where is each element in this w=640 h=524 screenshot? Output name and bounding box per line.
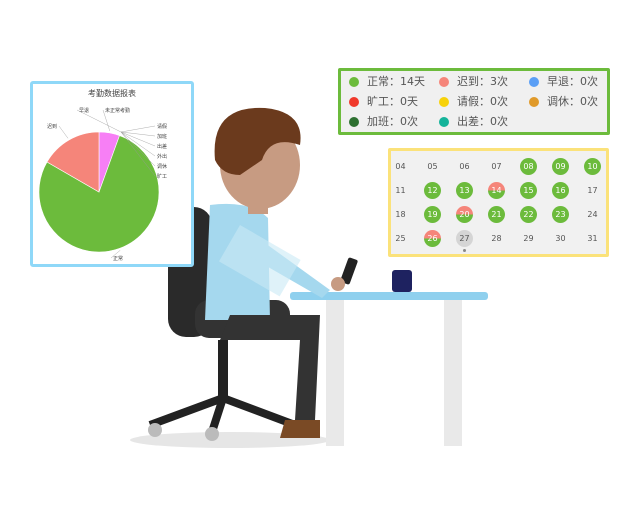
legend-label: 迟到：3次 [457,75,508,88]
calendar-day-30[interactable]: 30 [555,234,566,243]
legend-label: 正常：14天 [367,75,425,88]
legend-item: 正常：14天 [349,75,425,88]
calendar-day-17[interactable]: 17 [587,186,598,195]
attendance-calendar: 04 05 06 07 08 09 10 11 12 13 14 15 16 17 18 19 20 21 22 23… [388,148,609,257]
legend-label: 调休：0次 [547,95,598,108]
legend-dot-icon [529,76,539,87]
pie-label: 出差 [157,143,167,150]
today-marker-icon [463,249,466,252]
calendar-day-19[interactable]: 19 [424,206,441,223]
legend-dot-icon [349,96,359,107]
calendar-day-09[interactable]: 09 [552,158,569,175]
legend-item: 旷工：0天 [349,95,418,108]
pie-label: 加班 [157,133,167,140]
legend-item: 出差：0次 [439,115,508,128]
calendar-day-20[interactable]: 20 [456,206,473,223]
calendar-day-16[interactable]: 16 [552,182,569,199]
pie-label: 旷工 [157,173,167,180]
pie-slice-1 [46,131,100,193]
pie-label: 迟到 [47,123,57,130]
pie-label: 外出 [157,153,167,160]
legend-label: 早退：0次 [547,75,598,88]
pie-leader-line [120,125,156,133]
legend-dot-icon [529,96,539,107]
legend-item: 调休：0次 [529,95,598,108]
pie-label: 未正常考勤 [105,107,130,114]
pie-leader-line [120,131,156,157]
desk-leg [326,300,344,446]
calendar-day-31[interactable]: 31 [587,234,598,243]
calendar-day-11[interactable]: 11 [395,186,406,195]
hair [214,107,301,175]
legend-dot-icon [349,76,359,87]
attendance-legend: 正常：14天 迟到：3次 早退：0次旷工：0天 请假：0次 调休：0次加班：0次 出差：0… [338,68,610,135]
calendar-day-28[interactable]: 28 [491,234,502,243]
pie-leader-line [120,131,156,147]
calendar-day-12[interactable]: 12 [424,182,441,199]
calendar-day-06[interactable]: 06 [459,162,470,171]
legend-dot-icon [439,116,449,127]
legend-label: 出差：0次 [457,115,508,128]
calendar-day-15[interactable]: 15 [520,182,537,199]
legend-dot-icon [349,116,359,127]
attendance-report-pie-panel: 考勤数据报表 未正常考勤正常 迟到 早退请假加班出差外出调休旷工 [30,81,194,267]
legend-item: 请假：0次 [439,95,508,108]
calendar-day-27[interactable]: 27 [456,230,473,247]
calendar-day-14[interactable]: 14 [488,182,505,199]
legend-dot-icon [439,76,449,87]
legend-label: 旷工：0天 [367,95,418,108]
calendar-day-22[interactable]: 22 [520,206,537,223]
calendar-day-21[interactable]: 21 [488,206,505,223]
calendar-day-26[interactable]: 26 [424,230,441,247]
desk-leg [444,300,462,446]
calendar-day-08[interactable]: 08 [520,158,537,175]
pie-leader-line [58,125,69,139]
pie-leader-line [76,109,122,133]
legend-item: 加班：0次 [349,115,418,128]
pie-label: 早退 [79,107,89,114]
legend-item: 早退：0次 [529,75,598,88]
calendar-day-05[interactable]: 05 [427,162,438,171]
legend-label: 加班：0次 [367,115,418,128]
calendar-day-04[interactable]: 04 [395,162,406,171]
desk-top [290,292,488,300]
calendar-day-10[interactable]: 10 [584,158,601,175]
calendar-day-07[interactable]: 07 [491,162,502,171]
pie-leader-line [120,131,156,167]
legend-label: 请假：0次 [457,95,508,108]
pie-label: 正常 [113,255,123,262]
pie-leader-line [120,131,156,177]
calendar-day-18[interactable]: 18 [395,210,406,219]
calendar-day-13[interactable]: 13 [456,182,473,199]
calendar-day-24[interactable]: 24 [587,210,598,219]
calendar-day-25[interactable]: 25 [395,234,406,243]
calendar-day-23[interactable]: 23 [552,206,569,223]
calendar-day-29[interactable]: 29 [523,234,534,243]
pie-leader-line [110,250,121,259]
pie-label: 调休 [157,163,167,170]
cup [392,270,412,292]
pie-leader-line [120,131,156,137]
pie-title: 考勤数据报表 [88,89,136,98]
phone [340,257,358,285]
legend-dot-icon [439,96,449,107]
pie-label: 请假 [157,123,167,130]
legend-item: 迟到：3次 [439,75,508,88]
pie-slice-0 [38,135,160,253]
pie-leader-line [102,109,110,132]
